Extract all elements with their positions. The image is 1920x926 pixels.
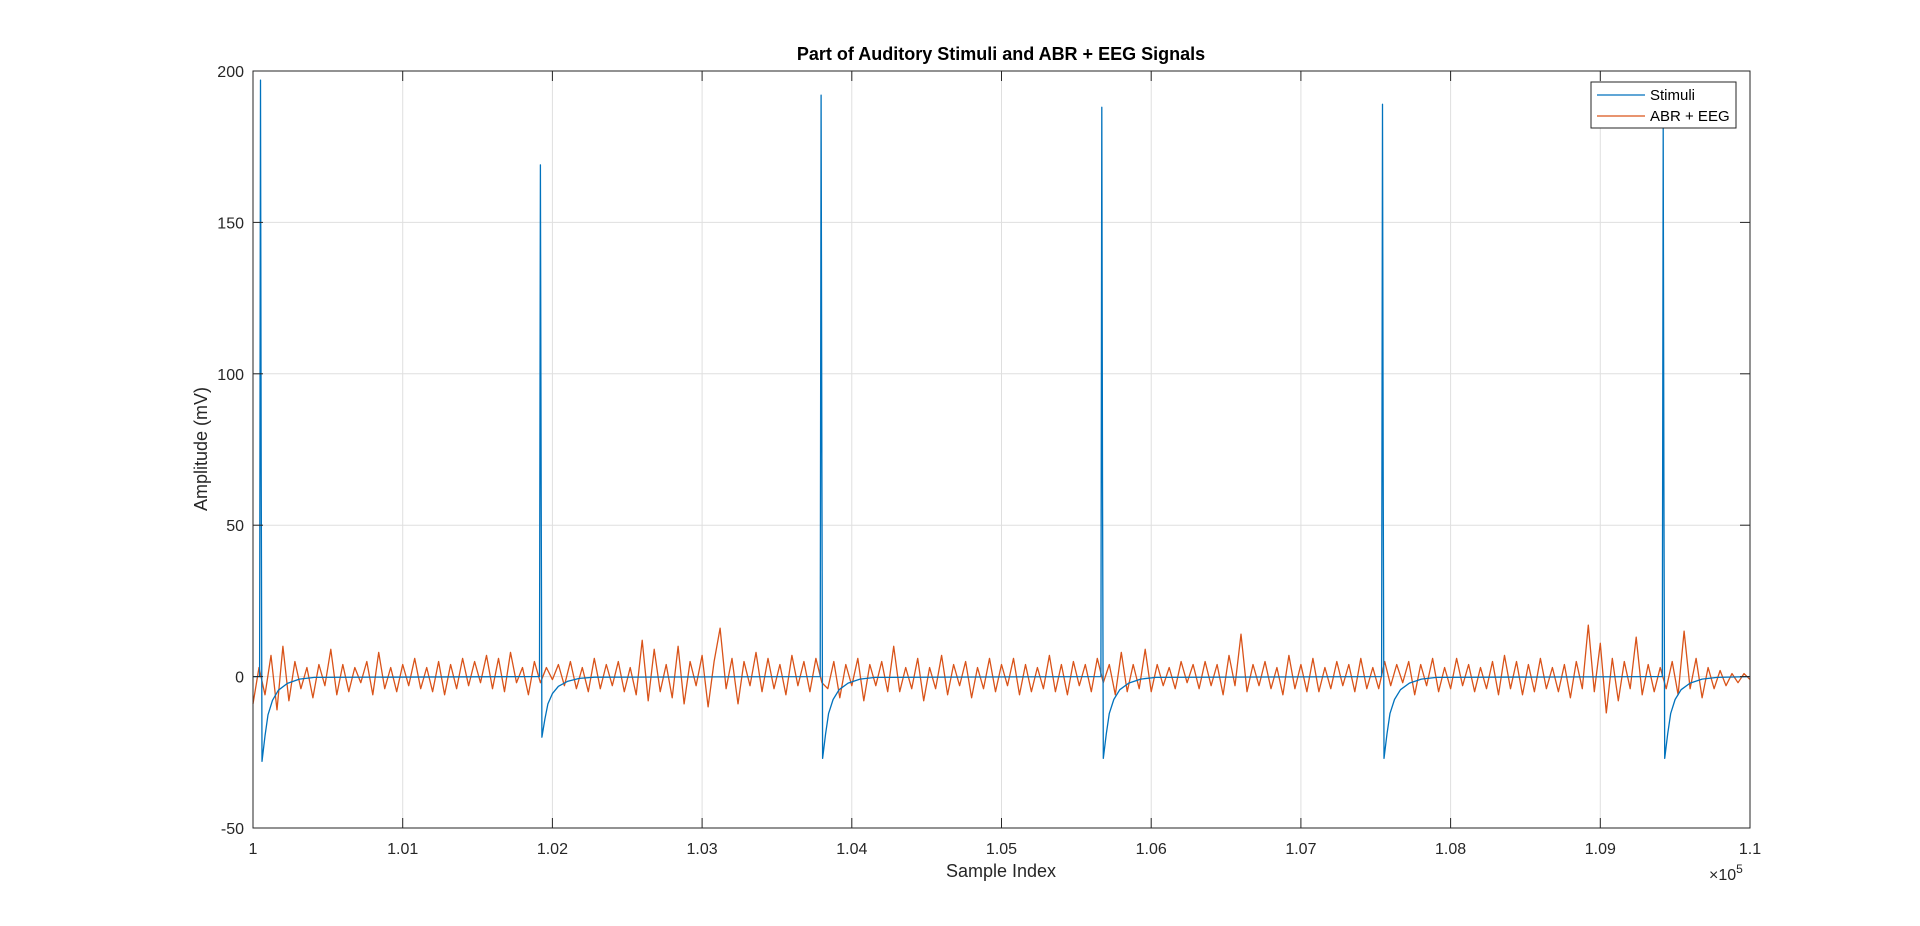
legend-label-stimuli: Stimuli bbox=[1650, 87, 1695, 104]
axis-ticks: 1 1.01 1.02 1.03 1.04 1.05 1.06 1.07 1.08 1.09 1.1… bbox=[217, 64, 1761, 858]
x-tick-label: 1.07 bbox=[1285, 841, 1316, 858]
x-axis-label: Sample Index bbox=[946, 861, 1056, 881]
x-tick-label: 1 bbox=[249, 841, 258, 858]
legend-box bbox=[1590, 81, 1737, 129]
x-tick-label: 1.1 bbox=[1739, 841, 1761, 858]
series-line-abr-eeg bbox=[252, 624, 1751, 714]
chart-title: Part of Auditory Stimuli and ABR + EEG S… bbox=[797, 44, 1205, 64]
y-tick-label: 200 bbox=[217, 64, 244, 81]
x-tick-label: 1.05 bbox=[986, 841, 1017, 858]
x-tick-label: 1.06 bbox=[1136, 841, 1167, 858]
y-tick-label: 150 bbox=[217, 215, 244, 232]
y-tick-label: 50 bbox=[226, 518, 244, 535]
x-tick-label: 1.01 bbox=[387, 841, 418, 858]
x-tick-label: 1.03 bbox=[687, 841, 718, 858]
x-exponent-base: ×10 bbox=[1709, 867, 1736, 884]
y-tick-label: 100 bbox=[217, 367, 244, 384]
y-axis-label: Amplitude (mV) bbox=[191, 387, 211, 511]
series-group bbox=[252, 79, 1751, 763]
y-tick-label: 0 bbox=[235, 670, 244, 687]
x-tick-label: 1.02 bbox=[537, 841, 568, 858]
legend: Stimuli ABR + EEG bbox=[1590, 81, 1737, 129]
x-exponent-label: ×105 bbox=[1709, 862, 1743, 884]
x-exponent-power: 5 bbox=[1736, 862, 1743, 876]
x-tick-label: 1.08 bbox=[1435, 841, 1466, 858]
y-tick-label: -50 bbox=[221, 821, 244, 838]
series-line-stimuli bbox=[253, 79, 1751, 763]
x-tick-label: 1.04 bbox=[836, 841, 867, 858]
legend-label-abr-eeg: ABR + EEG bbox=[1650, 108, 1730, 125]
x-tick-label: 1.09 bbox=[1585, 841, 1616, 858]
